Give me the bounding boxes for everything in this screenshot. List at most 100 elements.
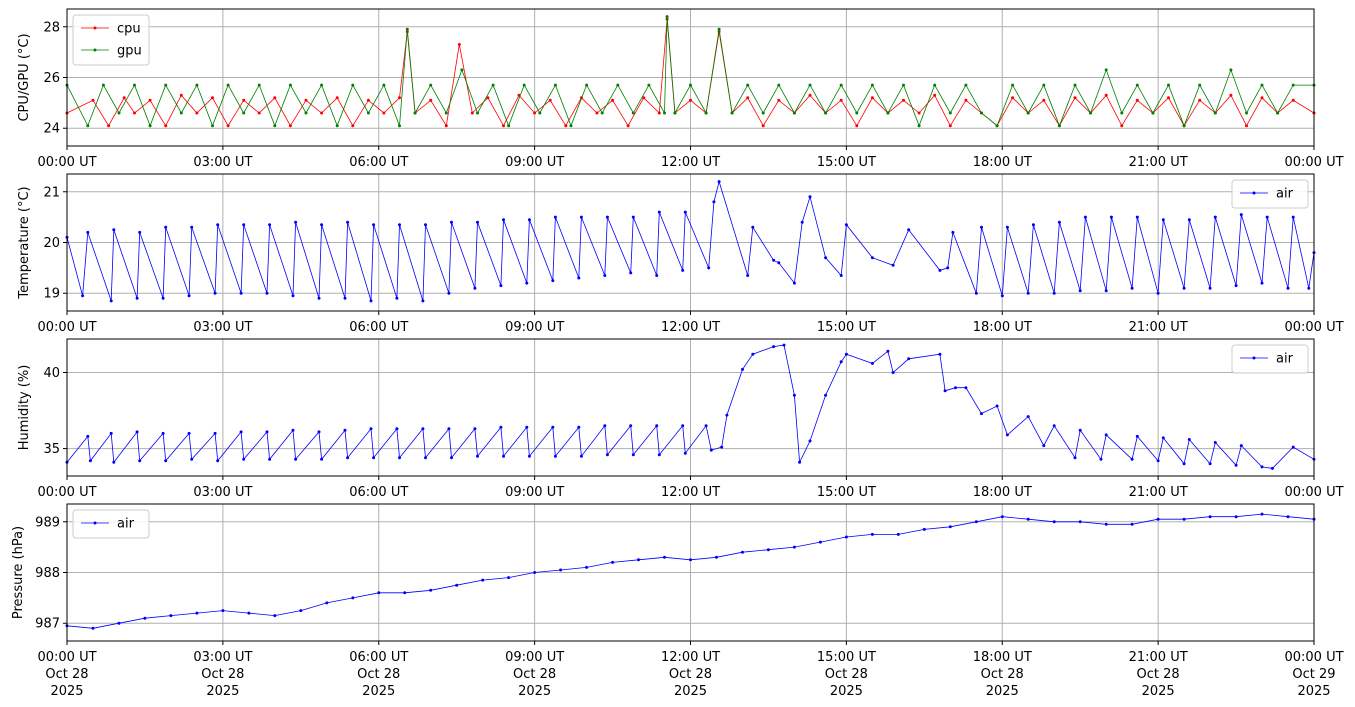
x-tick-label: 2025 bbox=[1297, 684, 1330, 699]
data-point-air bbox=[1161, 218, 1165, 222]
data-point-gpu bbox=[101, 83, 105, 87]
y-tick-label: 988 bbox=[35, 566, 60, 581]
data-point-air bbox=[1083, 215, 1087, 219]
grid bbox=[66, 9, 1315, 146]
data-point-cpu bbox=[1245, 124, 1248, 128]
data-point-air bbox=[221, 609, 225, 613]
x-tick-label: 06:00 UT bbox=[349, 320, 408, 335]
data-point-gpu bbox=[824, 111, 828, 115]
x-tick-label: 12:00 UT bbox=[661, 650, 720, 665]
data-point-gpu bbox=[777, 83, 781, 87]
data-point-gpu bbox=[1291, 83, 1295, 87]
data-point-air bbox=[1260, 512, 1264, 516]
data-point-cpu bbox=[179, 93, 183, 97]
data-point-cpu bbox=[1167, 96, 1170, 100]
data-point-cpu bbox=[257, 111, 261, 115]
data-point-cpu bbox=[486, 96, 490, 100]
data-point-air bbox=[1104, 522, 1108, 526]
data-point-air bbox=[525, 425, 529, 429]
data-point-air bbox=[964, 386, 968, 390]
data-point-cpu bbox=[444, 124, 448, 128]
x-tick-label: Oct 28 bbox=[825, 667, 868, 682]
data-point-cpu bbox=[964, 98, 968, 102]
x-tick-label: 21:00 UT bbox=[1129, 320, 1188, 335]
data-point-gpu bbox=[948, 111, 952, 115]
x-tick-label: 12:00 UT bbox=[661, 320, 720, 335]
data-point-gpu bbox=[195, 83, 199, 87]
data-point-gpu bbox=[917, 124, 921, 128]
data-point-air bbox=[86, 230, 90, 234]
data-point-cpu bbox=[122, 96, 126, 100]
data-point-air bbox=[980, 225, 983, 229]
data-point-air bbox=[980, 412, 983, 416]
data-point-air bbox=[109, 299, 113, 303]
data-point-air bbox=[631, 215, 635, 219]
data-point-air bbox=[870, 532, 874, 536]
data-point-gpu bbox=[288, 83, 292, 87]
data-point-gpu bbox=[1011, 83, 1015, 87]
data-point-gpu bbox=[689, 83, 692, 87]
data-point-air bbox=[818, 540, 822, 544]
data-point-gpu bbox=[398, 124, 401, 128]
data-point-air bbox=[585, 565, 589, 569]
data-point-air bbox=[1000, 515, 1004, 519]
data-point-gpu bbox=[1104, 68, 1108, 72]
data-point-air bbox=[1026, 415, 1030, 419]
data-point-cpu bbox=[398, 96, 401, 100]
data-point-air bbox=[161, 431, 165, 435]
data-point-air bbox=[1208, 462, 1212, 466]
x-tick-label: 00:00 UT bbox=[1284, 320, 1343, 335]
data-point-air bbox=[551, 425, 555, 429]
data-point-air bbox=[450, 456, 453, 460]
data-point-air bbox=[1026, 517, 1030, 521]
data-point-air bbox=[299, 609, 303, 613]
data-point-air bbox=[1104, 289, 1108, 293]
x-tick-label: Oct 28 bbox=[669, 667, 712, 682]
data-point-air bbox=[117, 621, 121, 625]
y-axis-label: Humidity (%) bbox=[17, 365, 32, 451]
data-point-gpu bbox=[86, 124, 90, 128]
data-point-air bbox=[169, 614, 173, 618]
legend-label: air bbox=[1276, 187, 1294, 202]
data-point-air bbox=[369, 427, 373, 431]
data-point-air bbox=[725, 413, 729, 417]
x-tick-label: 00:00 UT bbox=[37, 320, 96, 335]
data-point-air bbox=[499, 425, 503, 429]
data-point-gpu bbox=[1151, 111, 1155, 115]
data-point-gpu bbox=[382, 83, 386, 87]
data-point-air bbox=[603, 424, 607, 428]
data-point-air bbox=[792, 393, 796, 397]
data-point-gpu bbox=[476, 111, 479, 115]
data-point-cpu bbox=[917, 111, 921, 115]
data-point-gpu bbox=[585, 83, 589, 87]
data-point-gpu bbox=[631, 111, 635, 115]
series-line-air bbox=[66, 180, 1315, 302]
data-point-air bbox=[343, 428, 347, 432]
x-tick-label: 2025 bbox=[50, 684, 83, 699]
data-point-cpu bbox=[1011, 96, 1015, 100]
x-tick-label: 2025 bbox=[206, 684, 239, 699]
data-point-air bbox=[553, 215, 557, 219]
data-point-air bbox=[1000, 294, 1004, 298]
data-point-air bbox=[629, 271, 633, 275]
data-point-air bbox=[502, 218, 505, 222]
data-point-air bbox=[605, 453, 609, 457]
data-point-air bbox=[579, 215, 583, 219]
data-point-air bbox=[995, 404, 999, 408]
data-point-cpu bbox=[808, 93, 812, 97]
x-tick-label: 2025 bbox=[674, 684, 707, 699]
data-point-cpu bbox=[288, 124, 292, 128]
data-point-cpu bbox=[548, 98, 552, 102]
data-point-air bbox=[527, 454, 531, 458]
data-point-air bbox=[1078, 289, 1082, 293]
y-tick-label: 26 bbox=[43, 71, 60, 86]
legend-label: cpu bbox=[117, 22, 141, 37]
data-point-gpu bbox=[1026, 111, 1030, 115]
data-point-gpu bbox=[538, 111, 542, 115]
data-point-air bbox=[951, 230, 955, 234]
data-point-air bbox=[1156, 291, 1160, 295]
data-point-gpu bbox=[995, 124, 999, 128]
legend-swatch-marker bbox=[1252, 191, 1256, 195]
data-point-cpu bbox=[1260, 96, 1264, 100]
x-tick-label: 21:00 UT bbox=[1129, 155, 1188, 170]
